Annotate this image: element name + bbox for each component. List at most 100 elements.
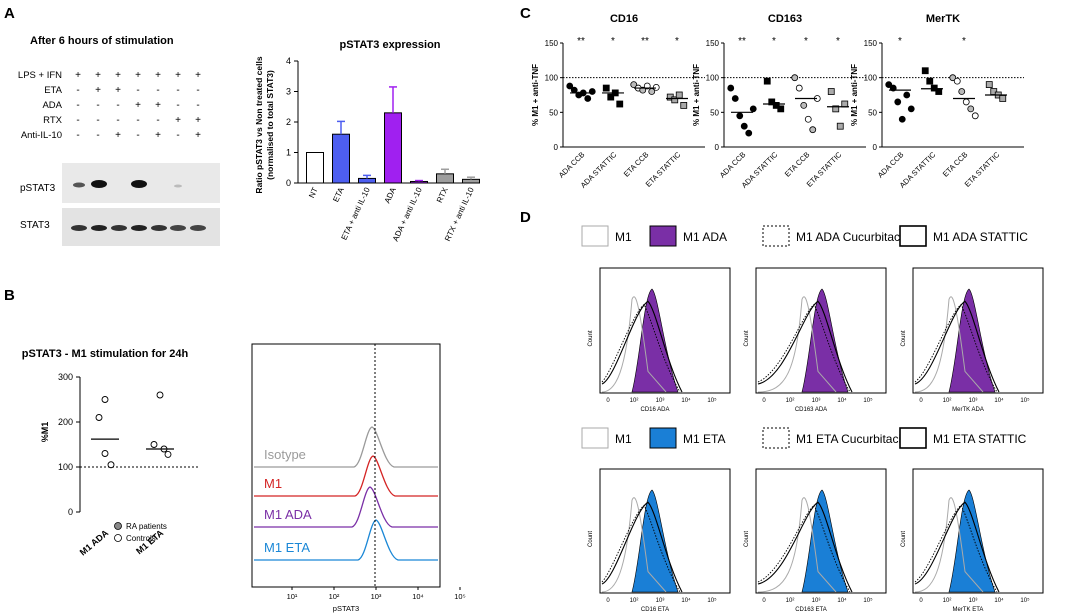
c-point (772, 102, 780, 109)
c-point (953, 77, 961, 85)
d-hist-stattic (757, 501, 853, 593)
c-point (566, 82, 574, 90)
d-legend-label: M1 (615, 230, 632, 244)
d-x-tick: 10² (786, 598, 795, 604)
d-legend-swatch (649, 225, 677, 247)
d-hist-filled (948, 489, 996, 593)
bar-category-label: ADA + anti IL-10 (391, 186, 424, 243)
bar-category-label: ETA + anti IL-10 (340, 186, 372, 242)
d-x-tick: 10³ (969, 598, 978, 604)
d-legend-swatch (762, 225, 790, 247)
condition-sign: - (96, 115, 99, 126)
band-label-pstat3: pSTAT3 (20, 183, 56, 194)
d-x-tick: 10⁵ (707, 597, 717, 604)
c-point (763, 77, 771, 85)
c-point (570, 86, 578, 94)
bar-y-tick-label: 3 (286, 87, 291, 97)
c-point (949, 74, 957, 82)
c-y-tick-label: 0 (554, 143, 559, 152)
d-x-tick: 10⁵ (863, 397, 873, 404)
c-category: ETA CCB (941, 150, 970, 179)
c-point (584, 95, 592, 102)
c-point (958, 88, 966, 95)
c-category: ADA CCB (876, 150, 906, 180)
c-point (999, 95, 1007, 102)
d-x-tick: 10⁴ (681, 397, 691, 404)
c-y-tick-label: 50 (868, 108, 877, 117)
panel-label-b: B (4, 287, 15, 304)
scatter-b-point (150, 441, 158, 448)
d-x-label: MerTK ETA (953, 607, 984, 613)
c-ylabel: % M1 + anti-TNF (692, 64, 701, 126)
d-x-tick: 10⁴ (994, 597, 1004, 604)
legend-controls-label: Controls (126, 534, 156, 543)
d-hist-filled (631, 489, 679, 593)
d-hist-stattic (914, 300, 1000, 393)
d-x-tick: 10⁴ (837, 597, 847, 604)
bar-category-label: ADA (383, 185, 398, 204)
condition-sign: + (115, 70, 121, 81)
condition-sign: - (156, 85, 159, 96)
hist-x-tick-label: 10⁴ (412, 592, 424, 601)
d-count-label: Count (744, 330, 750, 346)
d-legend-label: M1 ETA STATTIC (933, 432, 1027, 446)
bar-y-tick-label: 1 (286, 148, 291, 158)
c-significance: * (898, 36, 902, 47)
d-x-tick: 10³ (812, 598, 821, 604)
legend-controls-marker (114, 534, 122, 542)
bar-ylabel-2: (normalised to total STAT3) (265, 70, 275, 180)
c-y-tick-label: 100 (545, 74, 559, 83)
scatter-b-ylabel: %M1 (40, 422, 50, 443)
c-point (671, 96, 679, 104)
condition-sign: - (176, 130, 179, 141)
hist-series-label: M1 (264, 476, 282, 491)
c-y-tick-label: 50 (710, 108, 719, 117)
c-y-tick-label: 150 (706, 39, 720, 48)
hist-x-tick-label: 10³ (371, 592, 382, 601)
scatter-b-y-tick-label: 200 (58, 417, 73, 427)
stat3-bands (71, 225, 206, 231)
c-category: ADA CCB (557, 150, 587, 180)
c-point (935, 88, 943, 95)
scatter-b-point (101, 450, 109, 457)
d-x-tick: 10² (786, 398, 795, 404)
c-significance: ** (577, 36, 585, 47)
d-hist-m1 (914, 296, 984, 393)
d-hist-stattic (914, 501, 1000, 593)
condition-sign: - (76, 115, 79, 126)
d-hist-frame (755, 267, 887, 394)
pstat3-histogram: M1 ETA M1 ADA M1 Isotype 10¹ 10² 10³ 10⁴ 10⁵ pSTA… (251, 343, 466, 613)
c-point (602, 84, 610, 92)
condition-label: LPS + IFN (18, 70, 62, 81)
condition-sign: - (76, 85, 79, 96)
c-y-tick-label: 150 (545, 39, 559, 48)
band-pstat3-2 (91, 180, 107, 188)
d-x-label: CD16 ETA (641, 607, 669, 613)
d-hist-filled (948, 288, 996, 393)
c-point (768, 98, 776, 106)
condition-sign: - (76, 100, 79, 111)
c-point (680, 102, 688, 109)
scatter-b-point (95, 414, 103, 421)
c-point (777, 105, 785, 113)
c-significance: * (611, 36, 615, 47)
condition-sign: - (196, 85, 199, 96)
hist-series-0 (254, 519, 438, 561)
scatter-b-point (164, 450, 172, 458)
c-point (736, 112, 744, 120)
d-x-label: CD163 ADA (795, 407, 827, 413)
d-legend-label: M1 (615, 432, 632, 446)
c-significance: * (675, 36, 679, 47)
d-count-label: Count (588, 531, 594, 547)
condition-sign: + (155, 100, 161, 111)
d-hist-stattic (601, 501, 683, 593)
d-x-tick: 10⁴ (837, 397, 847, 404)
c-point (607, 93, 615, 101)
condition-label: ADA (42, 100, 62, 111)
hist-series-1 (254, 486, 438, 528)
d-x-tick: 0 (762, 398, 766, 404)
condition-label: ETA (44, 85, 62, 96)
band-pstat3-4 (131, 180, 147, 188)
d-hist-frame (912, 468, 1044, 594)
bar-category-label: ETA (331, 185, 346, 203)
